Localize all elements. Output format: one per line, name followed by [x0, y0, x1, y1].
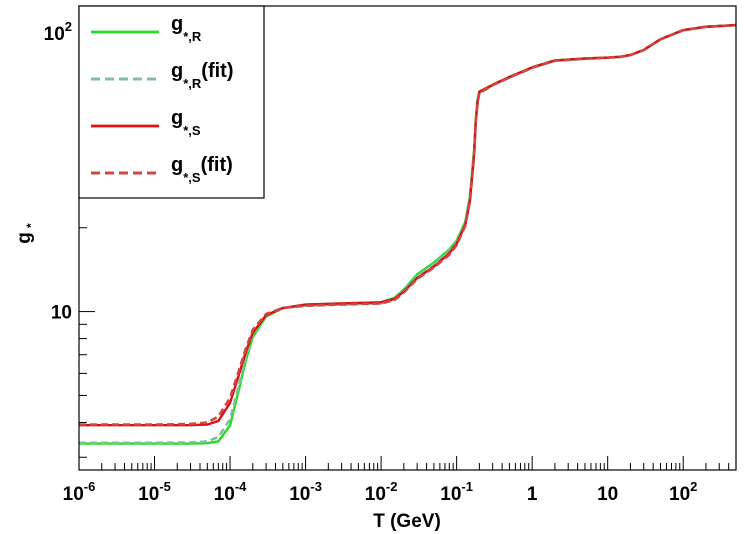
- legend-label-main: g: [171, 13, 183, 35]
- x-tick-label-exponent: -1: [461, 479, 473, 494]
- legend-label-suffix: (fit): [201, 60, 233, 82]
- legend-label-sub: *,R: [183, 76, 202, 91]
- plot-frame: [78, 5, 737, 471]
- x-tick-label-base: 10: [214, 484, 235, 505]
- x-tick-label: 1: [527, 484, 538, 505]
- x-tick-label: 10 -6: [63, 479, 96, 505]
- y-tick-label: 10: [51, 303, 72, 324]
- legend: g*,Rg*,R (fit)g*,Sg*,S (fit): [78, 5, 265, 199]
- x-tick-label-exponent: -4: [235, 479, 247, 494]
- legend-label-main: g: [171, 107, 183, 129]
- x-tick-label-base: 1: [527, 484, 538, 505]
- y-tick-label: 10 2: [44, 19, 72, 45]
- y-axis-title-main: g: [14, 232, 35, 244]
- y-tick-label-base: 10: [51, 303, 72, 324]
- x-tick-label: 10 -2: [365, 479, 398, 505]
- x-tick-label-base: 10: [365, 484, 386, 505]
- x-tick-label-exponent: 2: [690, 479, 697, 494]
- x-tick-label: 10 -1: [440, 479, 473, 505]
- x-tick-label: 10 -4: [214, 479, 247, 505]
- legend-label-main: g: [171, 154, 183, 176]
- x-tick-label-exponent: -6: [84, 479, 96, 494]
- x-tick-label-exponent: -5: [159, 479, 171, 494]
- x-tick-label: 10 -3: [289, 479, 322, 505]
- legend-entry: g*,R: [171, 13, 202, 44]
- x-tick-label-base: 10: [669, 484, 690, 505]
- x-tick-label: 10 -5: [138, 479, 171, 505]
- x-tick-label-base: 10: [597, 484, 618, 505]
- series-line-4: [79, 23, 737, 426]
- x-tick-label: 10: [597, 484, 618, 505]
- legend-label-suffix: (fit): [201, 154, 233, 176]
- x-tick-label-exponent: -3: [310, 479, 322, 494]
- x-tick-label-base: 10: [63, 484, 84, 505]
- legend-label-main: g: [171, 60, 183, 82]
- legend-entry: g*,R (fit): [171, 60, 233, 91]
- y-tick-label-exponent: 2: [65, 19, 72, 34]
- x-tick-label-base: 10: [138, 484, 159, 505]
- legend-entry: g*,S: [171, 107, 201, 138]
- series-layer: [79, 23, 737, 445]
- y-axis-title-sub: *: [24, 223, 38, 228]
- legend-entry: g*,S (fit): [171, 154, 233, 185]
- x-tick-label-base: 10: [440, 484, 461, 505]
- x-tick-label: 10 2: [669, 479, 697, 505]
- legend-label-sub: *,R: [183, 29, 202, 44]
- y-axis-title: g *: [14, 223, 38, 244]
- y-tick-label-base: 10: [44, 24, 65, 45]
- x-tick-label-exponent: -2: [386, 479, 398, 494]
- legend-label-sub: *,S: [183, 123, 201, 138]
- legend-box: [78, 5, 265, 199]
- x-tick-label-base: 10: [289, 484, 310, 505]
- legend-label-sub: *,S: [183, 170, 201, 185]
- x-axis-title: T (GeV): [373, 511, 441, 532]
